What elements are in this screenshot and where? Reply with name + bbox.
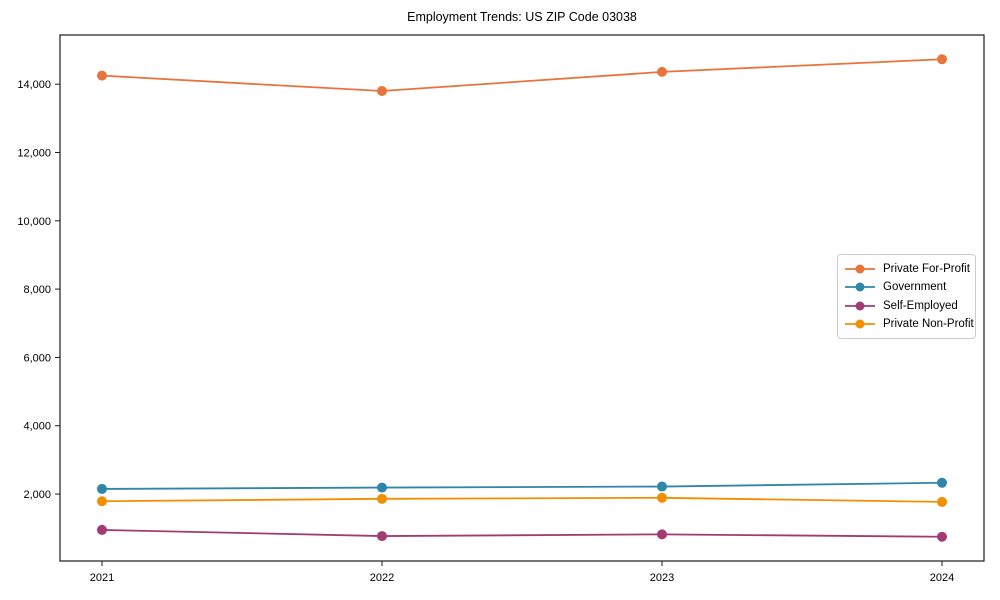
data-point-private-for-profit-2021: [96, 70, 107, 81]
data-point-government-2024: [937, 477, 948, 488]
y-axis-tick-label: 14,000: [17, 79, 51, 91]
legend-item: Self-Employed: [844, 297, 967, 315]
y-axis-tick-label: 12,000: [17, 147, 51, 159]
y-axis-tick-label: 8,000: [23, 284, 51, 296]
legend-label: Private Non-Profit: [883, 317, 974, 330]
series-line-government: [101, 481, 943, 490]
legend: Private For-Profit Government Self-Employe…: [837, 254, 976, 339]
legend-line-marker-sample: [845, 282, 875, 292]
data-point-government-2022: [376, 482, 387, 493]
data-point-government-2023: [657, 481, 668, 492]
data-point-self-employed-2024: [937, 531, 948, 542]
series-line-private-for-profit: [101, 58, 943, 92]
series-line-private-non-profit: [101, 496, 943, 503]
legend-line-marker-sample: [845, 301, 875, 311]
data-point-private-non-profit-2024: [937, 496, 948, 507]
data-point-self-employed-2023: [657, 529, 668, 540]
legend-label: Private For-Profit: [883, 263, 970, 276]
legend-item: Government: [844, 278, 967, 296]
x-axis-tick-label: 2023: [650, 572, 674, 584]
data-point-government-2021: [96, 483, 107, 494]
x-axis-tick-label: 2022: [370, 572, 394, 584]
y-axis-tick-label: 10,000: [17, 216, 51, 228]
data-point-private-for-profit-2024: [937, 54, 948, 65]
y-axis-tick-label: 4,000: [23, 421, 51, 433]
legend-item: Private For-Profit: [844, 260, 970, 278]
series-line-self-employed: [101, 529, 943, 538]
x-axis-tick-label: 2021: [90, 572, 114, 584]
data-point-private-non-profit-2023: [657, 492, 668, 503]
legend-label: Government: [883, 281, 947, 294]
chart-title: Employment Trends: US ZIP Code 03038: [407, 10, 637, 24]
data-point-self-employed-2021: [96, 524, 107, 535]
y-axis-tick-label: 2,000: [23, 489, 51, 501]
legend-label: Self-Employed: [883, 299, 958, 312]
legend-line-marker-sample: [845, 264, 875, 274]
legend-line-marker-sample: [845, 319, 875, 329]
y-axis-tick-label: 6,000: [23, 352, 51, 364]
data-point-private-for-profit-2023: [657, 66, 668, 77]
data-point-self-employed-2022: [376, 531, 387, 542]
data-point-private-non-profit-2022: [376, 493, 387, 504]
legend-item: Private Non-Profit: [844, 315, 974, 333]
data-point-private-for-profit-2022: [376, 86, 387, 97]
axes-spines: [59, 34, 985, 562]
data-point-private-non-profit-2021: [96, 496, 107, 507]
x-axis-tick-label: 2024: [930, 572, 954, 584]
